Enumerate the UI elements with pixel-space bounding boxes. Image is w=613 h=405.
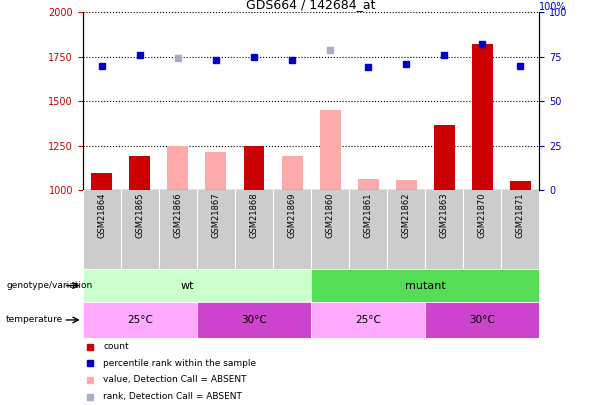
Bar xyxy=(83,269,311,302)
Bar xyxy=(83,302,197,338)
Bar xyxy=(281,156,303,190)
Text: GSM21871: GSM21871 xyxy=(516,193,525,238)
Bar xyxy=(358,179,379,190)
Bar xyxy=(319,110,341,190)
Text: genotype/variation: genotype/variation xyxy=(6,281,93,290)
Text: GSM21865: GSM21865 xyxy=(135,193,144,238)
Bar xyxy=(243,146,264,190)
Text: GSM21864: GSM21864 xyxy=(97,193,106,238)
Text: 100%: 100% xyxy=(539,2,567,12)
Text: value, Detection Call = ABSENT: value, Detection Call = ABSENT xyxy=(104,375,247,384)
Bar xyxy=(167,146,188,190)
Text: count: count xyxy=(104,342,129,351)
Bar xyxy=(205,152,226,190)
Text: 25°C: 25°C xyxy=(356,315,381,325)
Text: mutant: mutant xyxy=(405,281,446,290)
Text: wt: wt xyxy=(181,281,194,290)
Bar xyxy=(197,302,311,338)
Title: GDS664 / 142684_at: GDS664 / 142684_at xyxy=(246,0,376,11)
Text: GSM21860: GSM21860 xyxy=(326,193,335,238)
Bar xyxy=(311,269,539,302)
Bar xyxy=(434,125,455,190)
Text: GSM21861: GSM21861 xyxy=(364,193,373,238)
Text: GSM21869: GSM21869 xyxy=(287,193,297,238)
Text: GSM21862: GSM21862 xyxy=(402,193,411,238)
Text: temperature: temperature xyxy=(6,315,63,324)
Text: percentile rank within the sample: percentile rank within the sample xyxy=(104,359,256,368)
Bar xyxy=(472,44,493,190)
Text: 25°C: 25°C xyxy=(127,315,153,325)
Bar xyxy=(425,302,539,338)
Bar xyxy=(91,173,112,190)
Text: GSM21866: GSM21866 xyxy=(173,193,183,239)
Bar xyxy=(129,156,150,190)
Text: GSM21868: GSM21868 xyxy=(249,193,259,239)
Text: GSM21863: GSM21863 xyxy=(440,193,449,239)
Text: 30°C: 30°C xyxy=(241,315,267,325)
Text: GSM21867: GSM21867 xyxy=(211,193,221,239)
Bar xyxy=(510,181,531,190)
Text: rank, Detection Call = ABSENT: rank, Detection Call = ABSENT xyxy=(104,392,242,401)
Text: 30°C: 30°C xyxy=(470,315,495,325)
Bar xyxy=(396,180,417,190)
Bar xyxy=(311,302,425,338)
Text: GSM21870: GSM21870 xyxy=(478,193,487,238)
